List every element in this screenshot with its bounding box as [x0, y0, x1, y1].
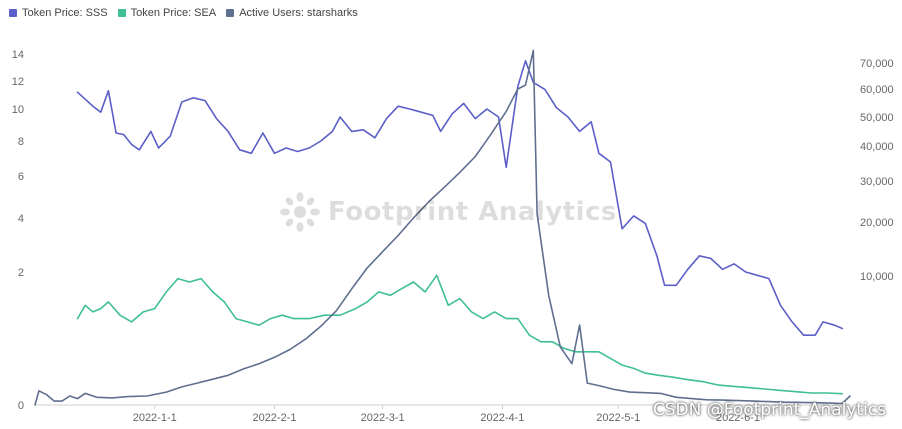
right-y-tick-label: 50,000 [860, 112, 894, 124]
x-tick-label: 2022-5-1 [596, 412, 640, 424]
right-y-tick-label: 60,000 [860, 84, 894, 96]
left-y-tick-label: 0 [18, 400, 24, 412]
legend-item[interactable]: Token Price: SSS [9, 7, 108, 19]
legend-swatch [117, 9, 126, 17]
left-y-tick-label: 8 [18, 136, 24, 148]
left-y-tick-label: 6 [18, 171, 24, 183]
right-y-tick-label: 10,000 [860, 271, 894, 283]
left-y-tick-label: 10 [12, 104, 24, 116]
right-y-tick-label: 20,000 [860, 217, 894, 229]
left-y-tick-label: 12 [12, 76, 24, 88]
right-y-tick-label: 30,000 [860, 176, 894, 188]
chart-series [34, 49, 851, 406]
legend-item[interactable]: Active Users: starsharks [226, 7, 358, 19]
legend-swatch [9, 9, 17, 17]
x-tick-label: 2022-1-1 [133, 412, 177, 424]
chart-axes: 2022-1-1 2022-2-1 2022-3-1 2022-4-1 2022-5-1… [12, 49, 894, 424]
legend-label: Active Users: starsharks [239, 7, 358, 19]
legend-label: Token Price: SEA [130, 7, 217, 19]
left-y-tick-label: 2 [18, 267, 24, 279]
left-y-tick-label: 4 [18, 213, 24, 225]
legend-item[interactable]: Token Price: SEA [117, 7, 217, 19]
sss-price-line [76, 59, 844, 337]
legend-swatch [226, 9, 235, 17]
x-tick-label: 2022-4-1 [480, 412, 524, 424]
legend-label: Token Price: SSS [22, 7, 108, 19]
right-y-tick-label: 40,000 [860, 141, 894, 153]
x-tick-label: 2022-3-1 [361, 412, 405, 424]
x-tick-label: 2022-6-1 [716, 412, 760, 424]
x-tick-label: 2022-2-1 [252, 412, 296, 424]
chart-legend: Token Price: SSS Token Price: SEA Active U… [9, 7, 358, 19]
sea-price-line [76, 274, 844, 395]
right-y-tick-label: 70,000 [860, 58, 894, 70]
active-users-line [34, 49, 851, 406]
left-y-tick-label: 14 [12, 49, 24, 61]
csdn-watermark: CSDN @Footprint_Analytics [652, 400, 886, 420]
